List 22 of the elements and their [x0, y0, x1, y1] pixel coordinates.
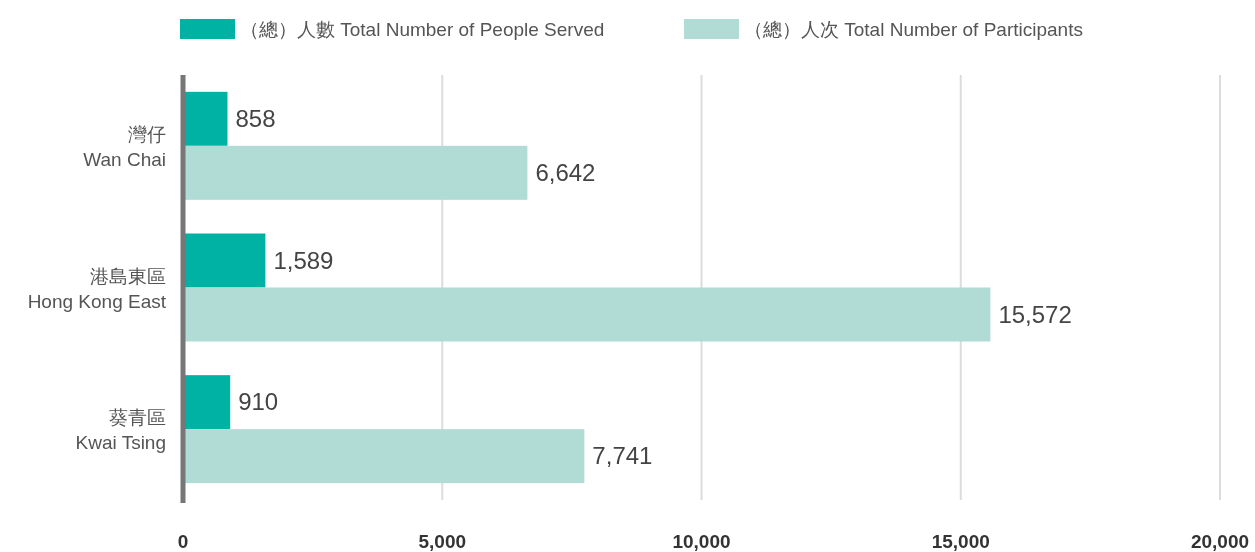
data-label: 7,741 [592, 442, 653, 470]
legend-label: （總）人次 Total Number of Participants [744, 19, 1083, 40]
x-tick-label: 10,000 [672, 531, 731, 552]
y-tick-label: 灣仔 Wan Chai [83, 123, 166, 170]
x-tick-label: 0 [177, 531, 189, 552]
data-label: 858 [235, 104, 276, 132]
bar [183, 429, 585, 484]
y-tick-label: 港島東區 Hong Kong East [27, 265, 167, 312]
x-tick-label: 15,000 [931, 531, 990, 552]
x-tick-label: 5,000 [418, 531, 467, 552]
data-label: 15,572 [998, 300, 1072, 328]
bar [183, 145, 528, 200]
bar [183, 287, 991, 342]
y-tick-label: 葵青區 Kwai Tsing [75, 407, 166, 454]
legend-label: （總）人數 Total Number of People Served [240, 19, 605, 40]
x-tick-label: 20,000 [1190, 531, 1250, 552]
data-label: 910 [238, 388, 279, 416]
bar [183, 375, 231, 430]
data-label: 1,589 [273, 246, 334, 274]
bar [183, 233, 266, 288]
bar [183, 91, 228, 146]
data-label: 6,642 [535, 158, 596, 186]
